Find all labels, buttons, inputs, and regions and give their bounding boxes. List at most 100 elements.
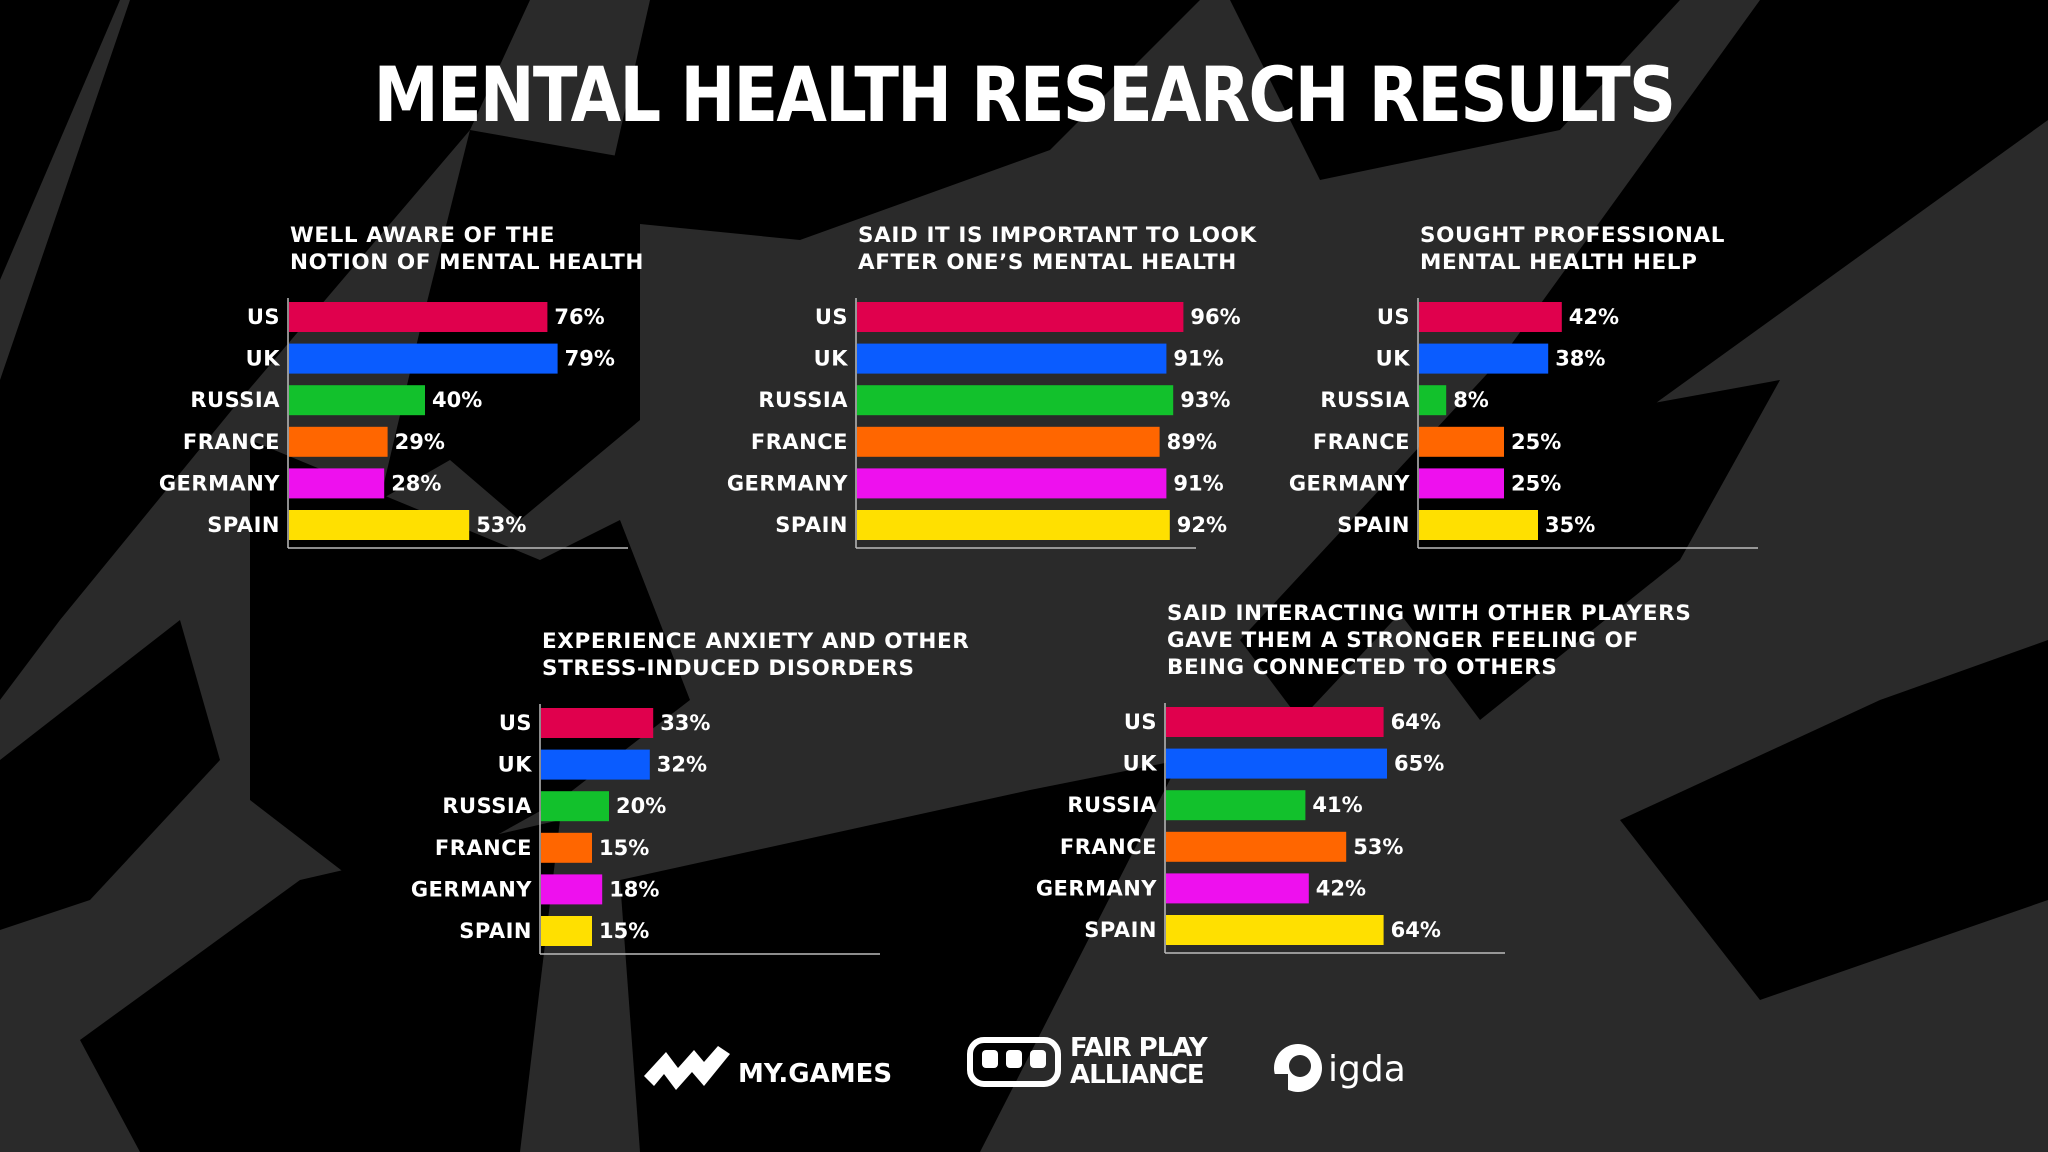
bar — [541, 874, 603, 905]
value-label: 89% — [1167, 430, 1217, 454]
value-label: 40% — [432, 388, 482, 412]
bar — [541, 832, 592, 863]
category-label: UK — [1123, 752, 1158, 776]
bar — [1419, 343, 1549, 374]
bar — [1166, 915, 1384, 945]
value-label: 8% — [1453, 388, 1489, 412]
value-label: 18% — [609, 877, 659, 901]
chart-title-line: SAID IT IS IMPORTANT TO LOOK — [858, 223, 1257, 248]
chart-title-line: AFTER ONE’S MENTAL HEALTH — [858, 250, 1237, 275]
value-label: 76% — [554, 305, 604, 329]
chart-title-line: SAID INTERACTING WITH OTHER PLAYERS — [1167, 601, 1692, 626]
category-label: GERMANY — [727, 471, 848, 495]
value-label: 41% — [1312, 793, 1362, 817]
value-label: 65% — [1394, 752, 1444, 776]
bar — [857, 302, 1184, 332]
my-games-wordmark: MY.GAMES — [738, 1059, 893, 1089]
value-label: 64% — [1391, 710, 1441, 734]
bar — [289, 468, 385, 499]
bar — [1419, 468, 1504, 499]
category-label: UK — [246, 347, 281, 371]
category-label: RUSSIA — [442, 794, 532, 818]
value-label: 28% — [391, 471, 441, 495]
value-label: 93% — [1180, 388, 1230, 412]
bar — [289, 302, 548, 332]
category-label: UK — [1376, 347, 1411, 371]
bar — [857, 343, 1167, 374]
chart-title-line: GAVE THEM A STRONGER FEELING OF — [1167, 628, 1639, 653]
bar — [289, 510, 470, 540]
category-label: UK — [498, 753, 533, 777]
fair-play-wordmark-line1: FAIR PLAY — [1070, 1033, 1208, 1063]
category-label: RUSSIA — [1320, 388, 1410, 412]
category-label: FRANCE — [1060, 835, 1157, 859]
bar — [1166, 748, 1387, 779]
category-label: GERMANY — [411, 877, 532, 901]
chart-professional-help: SOUGHT PROFESSIONAL MENTAL HEALTH HELP US 4… — [1289, 222, 1790, 552]
category-label: SPAIN — [459, 919, 532, 943]
chart-title-line: NOTION OF MENTAL HEALTH — [290, 250, 644, 275]
chart-title: SOUGHT PROFESSIONAL MENTAL HEALTH HELP — [1420, 222, 1725, 276]
chart-important: SAID IT IS IMPORTANT TO LOOK AFTER ONE’S … — [727, 222, 1268, 552]
bar-chart-svg: US 76% UK 79% RUSSIA 40% FRANCE 29% GERMANY 28% SP… — [159, 298, 628, 549]
value-label: 42% — [1316, 876, 1366, 900]
value-label: 91% — [1173, 471, 1223, 495]
category-label: GERMANY — [1289, 471, 1410, 495]
category-label: UK — [814, 347, 849, 371]
chart-title: SAID IT IS IMPORTANT TO LOOK AFTER ONE’S … — [858, 222, 1257, 276]
value-label: 38% — [1555, 347, 1605, 371]
bar — [289, 385, 425, 416]
value-label: 32% — [657, 753, 707, 777]
value-label: 53% — [476, 513, 526, 537]
bar — [857, 426, 1160, 457]
my-games-icon — [644, 1046, 730, 1090]
chart-title-line: STRESS-INDUCED DISORDERS — [542, 656, 915, 681]
igda-icon — [1274, 1044, 1322, 1098]
chart-title: EXPERIENCE ANXIETY AND OTHER STRESS-INDUC… — [542, 628, 969, 682]
category-label: FRANCE — [435, 836, 532, 860]
bar — [541, 708, 654, 738]
category-label: FRANCE — [751, 430, 848, 454]
bar — [541, 916, 592, 946]
bar — [857, 385, 1174, 416]
category-label: SPAIN — [1337, 513, 1410, 537]
fair-play-alliance-icon — [967, 1037, 1061, 1087]
value-label: 53% — [1353, 835, 1403, 859]
bar — [541, 791, 609, 822]
igda-logo: igda — [1268, 1040, 1406, 1098]
category-label: SPAIN — [1084, 918, 1157, 942]
value-label: 25% — [1511, 430, 1561, 454]
bar — [1166, 707, 1384, 737]
bar-chart-svg: US 42% UK 38% RUSSIA 8% FRANCE 25% GERMANY 25% SPA… — [1289, 298, 1758, 549]
value-label: 64% — [1391, 918, 1441, 942]
category-label: US — [1124, 710, 1157, 734]
bar — [541, 749, 650, 780]
my-games-logo: MY.GAMES — [642, 1042, 892, 1098]
bar — [1419, 426, 1504, 457]
chart-title-line: EXPERIENCE ANXIETY AND OTHER — [542, 629, 970, 654]
bar — [857, 468, 1167, 499]
fair-play-alliance-logo: FAIR PLAY ALLIANCE — [966, 1032, 1208, 1092]
chart-title: SAID INTERACTING WITH OTHER PLAYERS GAVE … — [1167, 600, 1691, 681]
value-label: 35% — [1545, 513, 1595, 537]
category-label: FRANCE — [1313, 430, 1410, 454]
bar — [1419, 385, 1447, 416]
value-label: 79% — [565, 347, 615, 371]
bar — [1166, 831, 1347, 862]
value-label: 20% — [616, 794, 666, 818]
logos-footer: MY.GAMES FAIR PLAY ALLIANCE igda — [0, 1030, 2048, 1120]
bar — [289, 343, 558, 374]
value-label: 29% — [395, 430, 445, 454]
category-label: SPAIN — [775, 513, 848, 537]
category-label: RUSSIA — [190, 388, 280, 412]
category-label: GERMANY — [1036, 876, 1157, 900]
chart-title: WELL AWARE OF THE NOTION OF MENTAL HEALTH — [290, 222, 644, 276]
chart-title-line: BEING CONNECTED TO OTHERS — [1167, 655, 1558, 680]
value-label: 91% — [1173, 347, 1223, 371]
category-label: SPAIN — [207, 513, 280, 537]
bar — [289, 426, 388, 457]
category-label: US — [499, 711, 532, 735]
chart-title-line: MENTAL HEALTH HELP — [1420, 250, 1698, 275]
category-label: US — [815, 305, 848, 329]
